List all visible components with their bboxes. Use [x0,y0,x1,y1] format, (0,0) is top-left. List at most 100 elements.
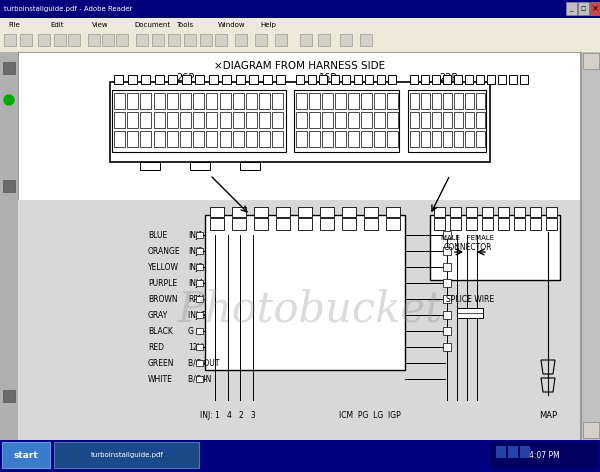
Text: INJ: 1   4   2   3: INJ: 1 4 2 3 [200,411,256,420]
Bar [520,446,530,458]
Bar [421,93,430,109]
Bar [127,131,138,147]
Bar [180,93,191,109]
Bar [140,131,151,147]
Bar [377,75,385,84]
Bar [215,34,227,46]
Bar [476,112,485,128]
Bar [386,207,400,217]
Bar [331,75,338,84]
Bar [180,131,191,147]
Bar [154,112,164,128]
Bar [141,75,150,84]
Bar [232,207,246,217]
Bar [196,312,203,318]
Bar [450,218,461,230]
Bar [0,440,600,472]
Bar [0,52,600,440]
Bar [167,93,178,109]
Bar [498,207,509,217]
Bar [465,75,473,84]
Bar [498,75,506,84]
Bar [490,442,598,468]
Bar [300,34,312,46]
Bar [54,34,66,46]
Bar [296,112,307,128]
Bar [275,34,287,46]
Text: File: File [8,22,20,28]
Bar [195,75,204,84]
Bar [4,34,16,46]
Text: GRAY: GRAY [148,311,168,320]
Bar [193,112,204,128]
Bar [193,131,204,147]
Text: INJ1: INJ1 [188,230,203,239]
Bar [127,93,138,109]
Text: ×: × [592,4,599,13]
Bar [114,75,123,84]
Bar [443,112,452,128]
Bar [530,218,541,230]
Bar [421,75,429,84]
Bar [434,218,445,230]
Bar [294,90,399,152]
Bar [276,207,290,217]
Text: turboinstallguide.pdf: turboinstallguide.pdf [91,452,163,458]
Bar [152,34,164,46]
Bar [387,93,398,109]
Bar [240,162,260,170]
Circle shape [4,95,14,105]
Bar [432,93,441,109]
Bar [18,52,580,200]
Bar [140,93,151,109]
Bar [590,2,600,15]
Bar [583,53,599,69]
Bar [432,75,440,84]
Bar [38,34,50,46]
Text: BLACK: BLACK [148,327,173,336]
Bar [102,34,114,46]
Bar [196,344,203,350]
Text: INJ2: INJ2 [188,246,203,255]
Bar [509,75,517,84]
Bar [365,75,373,84]
Bar [454,131,463,147]
Bar [374,93,385,109]
Bar [353,75,361,84]
Bar [196,328,203,334]
Bar [298,218,312,230]
Bar [298,207,312,217]
Text: CONNECTOR: CONNECTOR [444,243,492,252]
Text: B/C OUT: B/C OUT [188,359,220,368]
Bar [206,131,217,147]
Bar [259,131,270,147]
Bar [259,93,270,109]
Bar [263,75,271,84]
Text: 22P: 22P [439,73,457,83]
Bar [454,75,462,84]
Bar [246,131,257,147]
Bar [410,131,419,147]
Bar [246,112,257,128]
Bar [205,215,405,370]
Bar [335,93,346,109]
Bar [272,93,283,109]
Bar [322,131,333,147]
Bar [320,218,334,230]
Bar [114,131,125,147]
Bar [320,207,334,217]
Bar [361,93,372,109]
Bar [421,112,430,128]
Bar [196,232,203,238]
Bar [342,75,350,84]
Text: Edit: Edit [50,22,64,28]
Bar [167,112,178,128]
Text: Window: Window [218,22,245,28]
Bar [454,93,463,109]
Bar [296,75,304,84]
Bar [2,442,50,468]
Text: 12V: 12V [188,343,203,352]
Text: 16P: 16P [319,73,337,83]
Bar [496,446,506,458]
Bar [530,207,541,217]
